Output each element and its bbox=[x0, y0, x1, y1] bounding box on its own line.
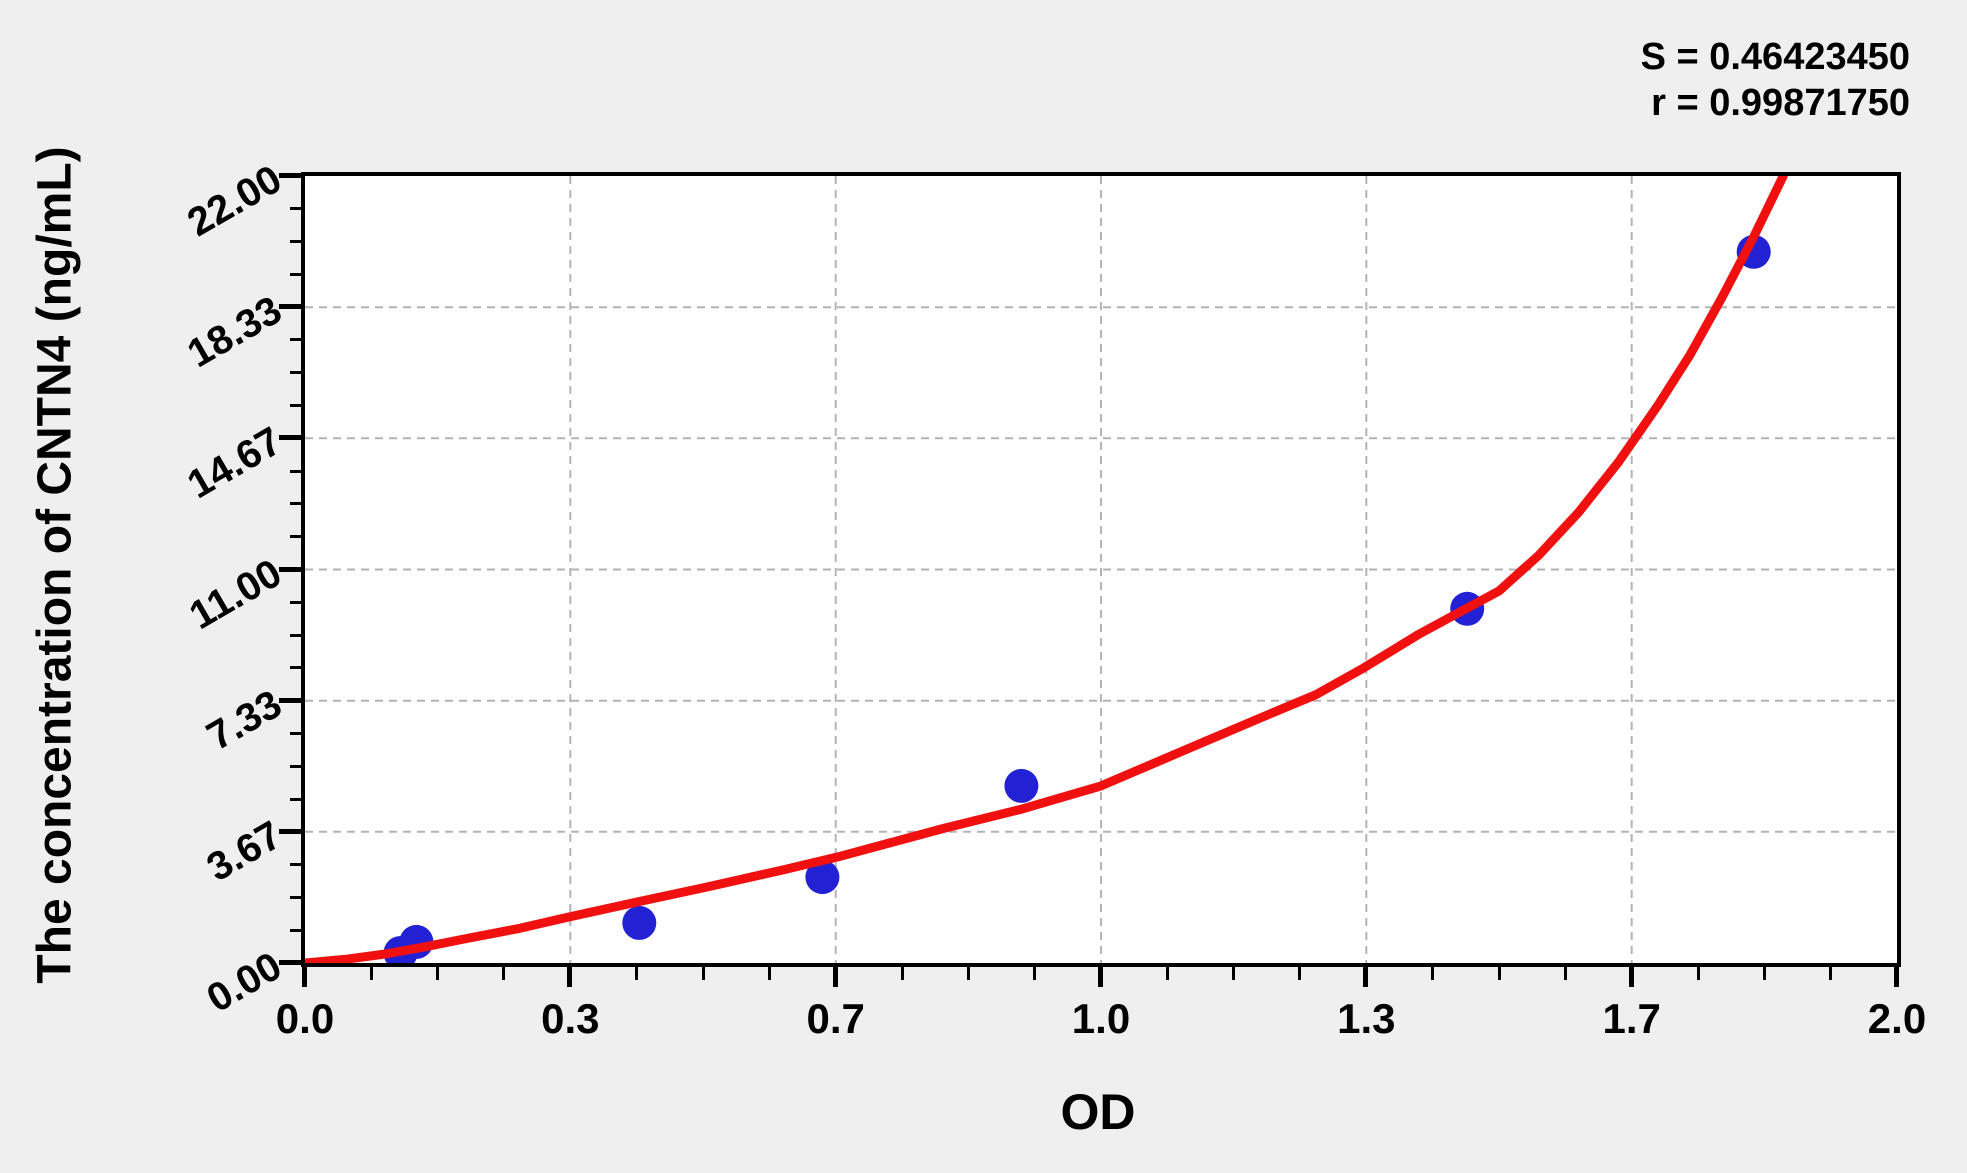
x-axis-minor-tick bbox=[1298, 967, 1302, 980]
y-axis-tick-label: 0.00 bbox=[199, 943, 289, 1021]
x-axis-minor-tick bbox=[1033, 967, 1037, 980]
r-value-label: r = 0.99871750 bbox=[1651, 82, 1910, 124]
x-axis-minor-tick bbox=[1497, 967, 1501, 980]
data-point bbox=[622, 905, 657, 940]
y-axis-tick-label: 14.67 bbox=[180, 419, 289, 508]
x-axis-minor-tick bbox=[1762, 967, 1766, 980]
x-axis-minor-tick bbox=[1165, 967, 1169, 980]
y-axis-tick-label: 18.33 bbox=[180, 288, 289, 377]
x-axis-minor-tick bbox=[369, 967, 373, 980]
x-axis-minor-tick bbox=[701, 967, 705, 980]
x-axis-tick-label: 1.7 bbox=[1602, 995, 1661, 1042]
y-axis-tick-label: 3.67 bbox=[199, 812, 289, 890]
x-axis-tick-label: 0.3 bbox=[541, 995, 600, 1042]
data-point bbox=[805, 860, 840, 895]
x-axis-tick-label: 1.0 bbox=[1071, 995, 1131, 1042]
x-axis-minor-tick bbox=[1829, 967, 1833, 980]
s-value-label: S = 0.46423450 bbox=[1640, 36, 1910, 78]
fitted-curve-line bbox=[305, 176, 1788, 963]
x-axis-minor-tick bbox=[966, 967, 970, 980]
data-point bbox=[1004, 768, 1039, 803]
x-axis-tick-label: 0.0 bbox=[275, 995, 335, 1042]
x-axis-minor-tick bbox=[1696, 967, 1700, 980]
x-axis-tick-label: 2.0 bbox=[1867, 995, 1927, 1042]
x-axis-minor-tick bbox=[635, 967, 639, 980]
x-axis-tick-label: 0.7 bbox=[806, 995, 865, 1042]
plot-canvas bbox=[305, 176, 1897, 963]
x-axis-minor-tick bbox=[1232, 967, 1236, 980]
x-axis-minor-tick bbox=[1563, 967, 1567, 980]
x-axis-title: OD bbox=[1060, 1084, 1136, 1140]
x-axis-minor-tick bbox=[900, 967, 904, 980]
x-axis-minor-tick bbox=[767, 967, 771, 980]
x-axis-minor-tick bbox=[436, 967, 440, 980]
y-axis-tick-label: 11.00 bbox=[182, 550, 289, 638]
y-axis-tick-label: 22.00 bbox=[180, 156, 289, 246]
y-axis-title: The concentration of CNTN4 (ng/mL) bbox=[28, 146, 82, 984]
x-axis-minor-tick bbox=[502, 967, 506, 980]
y-axis-tick-label: 7.33 bbox=[199, 681, 289, 759]
x-axis-tick-label: 1.3 bbox=[1337, 995, 1396, 1042]
fit-statistics: S = 0.46423450 r = 0.99871750 bbox=[1641, 34, 1910, 126]
plot-area bbox=[301, 172, 1901, 967]
x-axis-minor-tick bbox=[1431, 967, 1435, 980]
